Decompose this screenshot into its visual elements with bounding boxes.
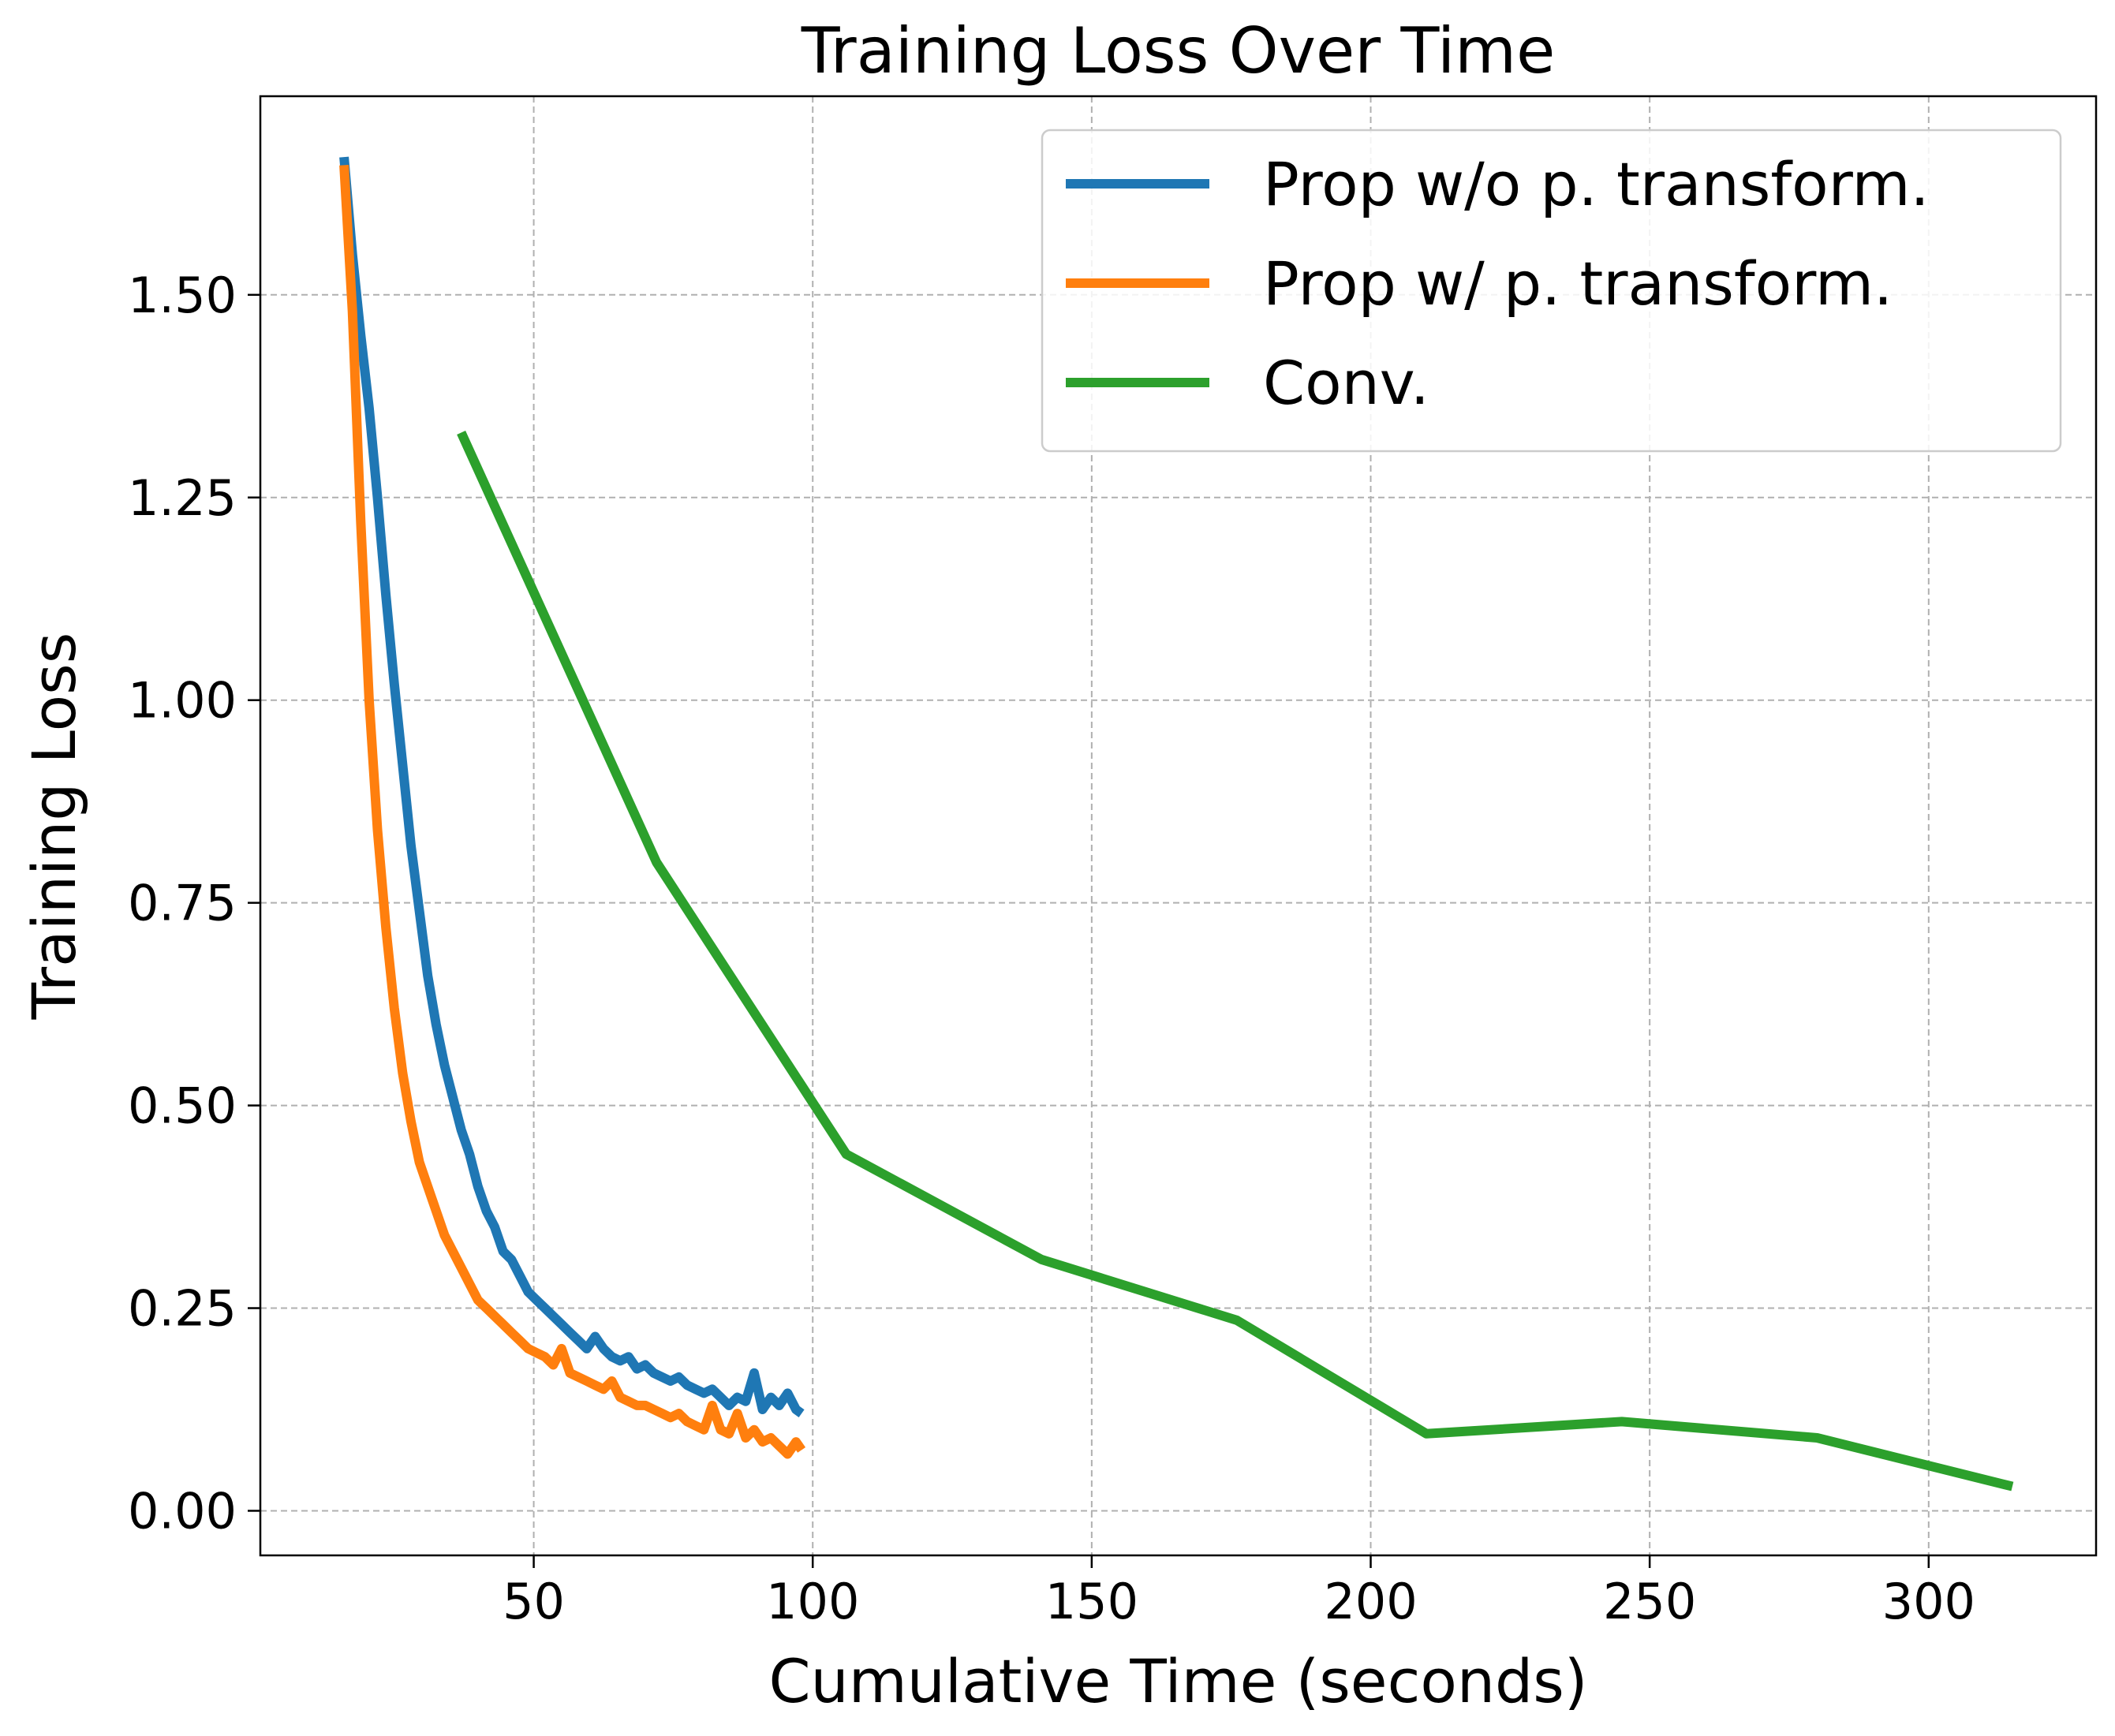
chart-title: Training Loss Over Time [801, 14, 1556, 88]
series-line-1 [339, 156, 805, 1417]
y-tick-label: 0.50 [128, 1077, 237, 1135]
x-axis-ticks: 50 100 150 200 250 300 [503, 1555, 1975, 1630]
series-lines [339, 156, 2014, 1491]
y-axis-ticks: 0.00 0.25 0.50 0.75 1.00 1.25 1.50 [128, 267, 260, 1540]
plot-area-frame [259, 95, 2098, 1557]
x-axis-label: Cumulative Time (seconds) [768, 1646, 1587, 1716]
legend-label-2: Prop w/ p. transform. [1263, 248, 1893, 319]
legend-label-1: Prop w/o p. transform. [1263, 149, 1930, 219]
legend-label-3: Conv. [1263, 348, 1429, 418]
y-tick-label: 0.25 [128, 1280, 237, 1338]
y-tick-label: 1.50 [128, 267, 237, 324]
y-tick-label: 0.00 [128, 1482, 237, 1540]
x-tick-label: 300 [1882, 1573, 1975, 1630]
y-tick-label: 1.00 [128, 672, 237, 730]
x-tick-label: 150 [1045, 1573, 1138, 1630]
x-tick-label: 50 [503, 1573, 565, 1630]
x-tick-label: 250 [1603, 1573, 1696, 1630]
series-line-3 [457, 431, 2014, 1491]
x-tick-label: 100 [766, 1573, 859, 1630]
legend: Prop w/o p. transform. Prop w/ p. transfo… [1041, 129, 2062, 453]
series-line-2 [339, 165, 806, 1459]
y-axis-label: Training Loss [19, 633, 89, 1021]
y-tick-label: 0.75 [128, 875, 237, 932]
y-tick-label: 1.25 [128, 469, 237, 527]
x-tick-label: 200 [1324, 1573, 1417, 1630]
legend-box [1041, 129, 2062, 453]
